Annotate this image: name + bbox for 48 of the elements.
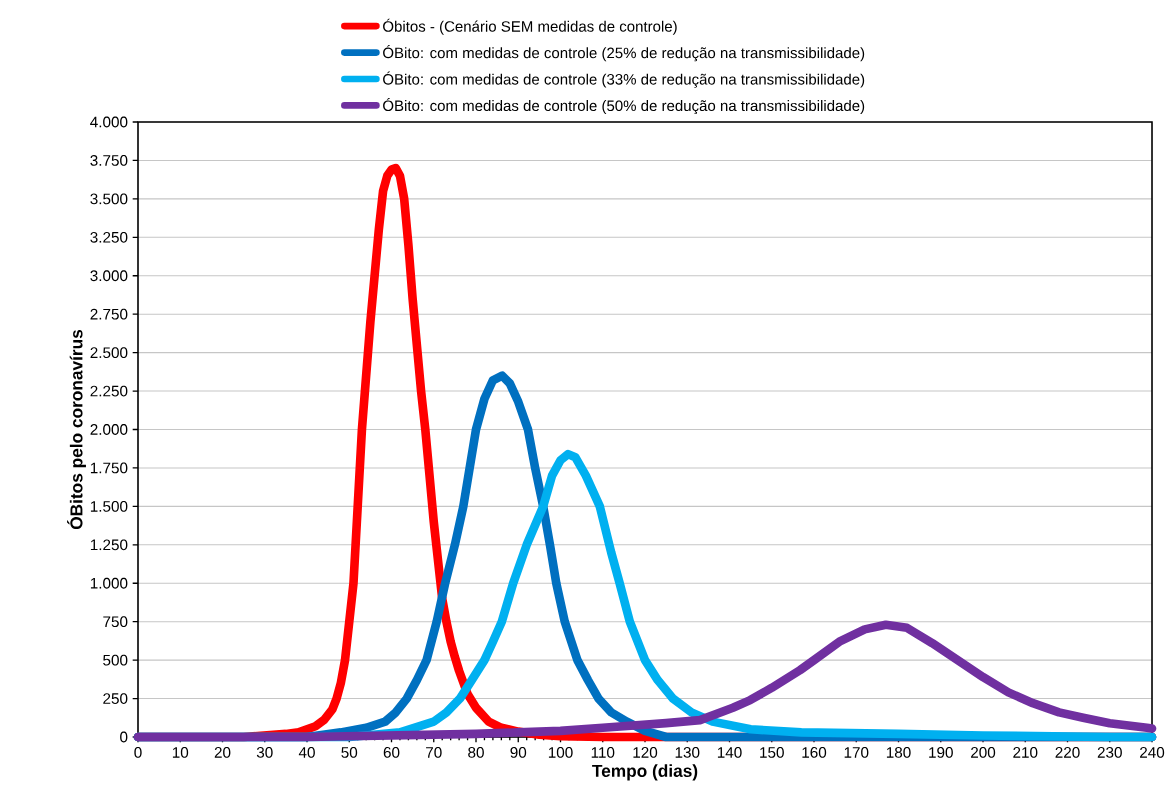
y-tick-label: 500 bbox=[103, 654, 128, 666]
x-tick-label: 210 bbox=[1013, 747, 1038, 758]
y-tick-label: 0 bbox=[120, 731, 128, 743]
x-tick-label: 100 bbox=[548, 747, 573, 758]
x-tick-label: 240 bbox=[1140, 747, 1165, 758]
y-tick-label: 3.000 bbox=[90, 270, 128, 282]
y-tick-label: 1.250 bbox=[90, 539, 128, 551]
y-tick-label: 250 bbox=[103, 693, 128, 704]
legend-label: ÓBito: com medidas de controle (33% de redução na transmissibilidade) bbox=[383, 71, 865, 88]
y-tick-label: 4.000 bbox=[90, 116, 128, 128]
y-tick-label: 1.000 bbox=[90, 577, 128, 589]
x-tick-label: 140 bbox=[717, 747, 742, 758]
x-tick-label: 130 bbox=[675, 747, 700, 758]
x-tick-label: 160 bbox=[802, 747, 827, 758]
x-tick-label: 170 bbox=[844, 747, 869, 758]
y-tick-label: 2.750 bbox=[90, 308, 128, 320]
y-tick-label: 1.750 bbox=[90, 462, 128, 474]
x-tick-label: 30 bbox=[256, 747, 273, 758]
legend-label: ÓBito: com medidas de controle (50% de redução na transmissibilidade) bbox=[383, 97, 865, 115]
y-tick-label: 2.000 bbox=[90, 424, 128, 435]
y-tick-label: 3.250 bbox=[90, 231, 128, 243]
y-tick-label: 3.500 bbox=[90, 193, 128, 205]
x-tick-label: 190 bbox=[929, 747, 953, 758]
x-tick-label: 230 bbox=[1097, 747, 1122, 758]
x-tick-label: 20 bbox=[214, 747, 231, 758]
y-tick-label: 1.500 bbox=[90, 500, 128, 512]
x-tick-label: 0 bbox=[134, 747, 142, 758]
x-tick-label: 80 bbox=[468, 747, 484, 758]
y-axis-title: ÓBitos pelo coronavírus bbox=[67, 329, 86, 530]
x-axis-title: Tempo (dias) bbox=[592, 764, 698, 781]
legend-label: Óbitos - (Cenário SEM medidas de controle) bbox=[383, 18, 677, 35]
x-tick-label: 220 bbox=[1055, 747, 1080, 758]
x-tick-label: 10 bbox=[172, 747, 189, 758]
x-tick-label: 50 bbox=[341, 747, 358, 758]
x-tick-label: 150 bbox=[760, 747, 784, 758]
x-tick-label: 200 bbox=[971, 747, 996, 758]
x-tick-label: 40 bbox=[298, 747, 315, 758]
x-tick-label: 180 bbox=[886, 747, 911, 758]
y-tick-label: 750 bbox=[103, 616, 128, 628]
x-tick-label: 120 bbox=[633, 747, 658, 758]
x-tick-label: 110 bbox=[591, 747, 615, 758]
x-tick-label: 70 bbox=[426, 747, 442, 758]
legend-label: ÓBito: com medidas de controle (25% de redução na transmissibilidade) bbox=[383, 45, 865, 62]
y-tick-label: 2.250 bbox=[90, 385, 128, 397]
x-tick-label: 90 bbox=[510, 747, 527, 758]
y-tick-label: 2.500 bbox=[90, 347, 128, 359]
x-tick-label: 60 bbox=[383, 747, 400, 758]
y-tick-label: 3.750 bbox=[90, 155, 128, 166]
